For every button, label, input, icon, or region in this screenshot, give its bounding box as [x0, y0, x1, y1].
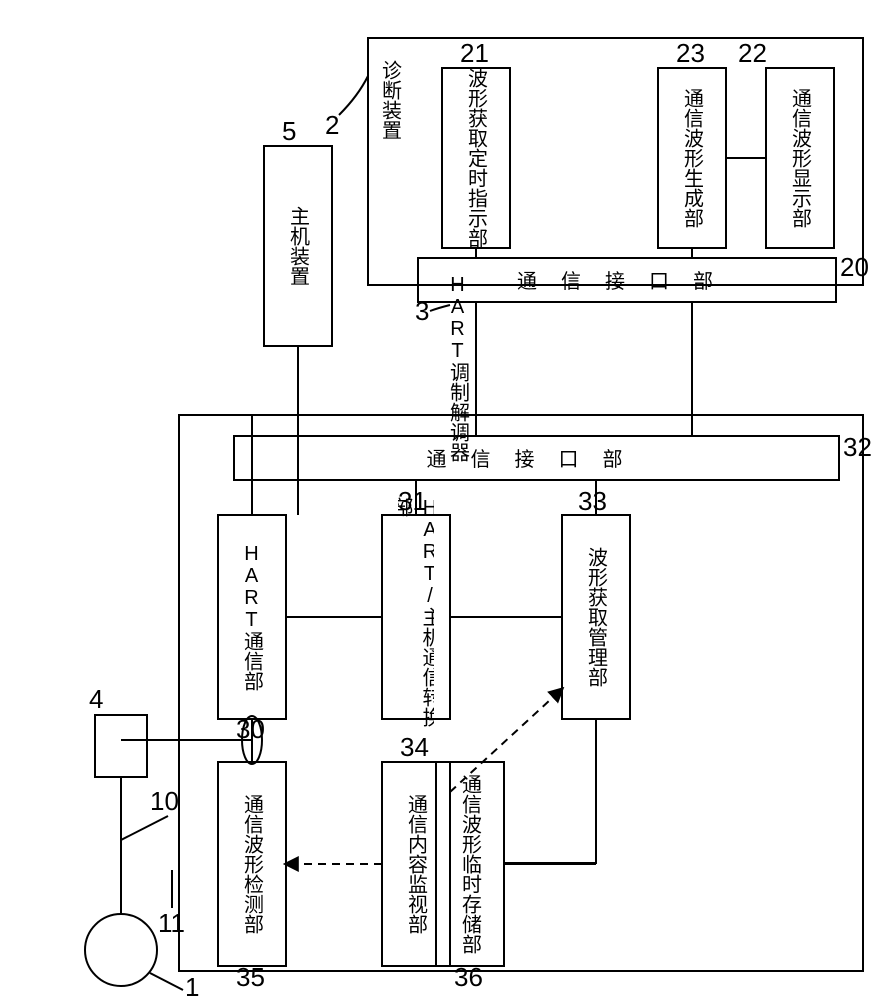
ref-20: 20 — [840, 252, 869, 282]
ref-3: 3 — [415, 296, 429, 326]
modem-frame — [179, 415, 863, 971]
box-20-label: 通信接口部 — [517, 270, 737, 293]
box-33-num: 33 — [578, 486, 607, 516]
box-31-label: HART/主机通信转换部 — [398, 497, 434, 737]
box-22-label: 通信波形显示部 — [786, 88, 815, 228]
diag-device-title: 诊断装置 — [376, 60, 405, 140]
box-36-label: 通信波形临时存储部 — [456, 774, 485, 954]
ref-5: 5 — [282, 116, 296, 146]
ref-1: 1 — [185, 972, 199, 1000]
ref-4: 4 — [89, 684, 103, 714]
box-23-label: 通信波形生成部 — [678, 88, 707, 228]
ref-10: 10 — [150, 786, 179, 816]
box-32-label: 通信接口部 — [427, 448, 647, 471]
box-34-label: 通信内容监视部 — [402, 794, 431, 934]
box-23-num: 23 — [676, 38, 705, 68]
ref-32: 32 — [843, 432, 872, 462]
modem-title: HART调制解调器 — [444, 274, 473, 462]
box-33-label: 波形获取管理部 — [582, 547, 611, 687]
box-31-num: 31 — [398, 486, 427, 516]
box-30-label: HART通信部 — [238, 543, 267, 691]
box-34-num: 34 — [400, 732, 429, 762]
box-5-label: 主机装置 — [284, 206, 313, 286]
box-35-label: 通信波形检测部 — [238, 794, 267, 934]
ref-11: 11 — [158, 908, 185, 938]
box-21-label: 波形获取定时指示部 — [462, 68, 491, 248]
node-4-box — [95, 715, 147, 777]
box-36-num: 36 — [454, 962, 483, 992]
box-22-num: 22 — [738, 38, 767, 68]
node-1-circle — [85, 914, 157, 986]
ref-2: 2 — [325, 110, 339, 140]
box-35-num: 35 — [236, 962, 265, 992]
box-21-num: 21 — [460, 38, 489, 68]
